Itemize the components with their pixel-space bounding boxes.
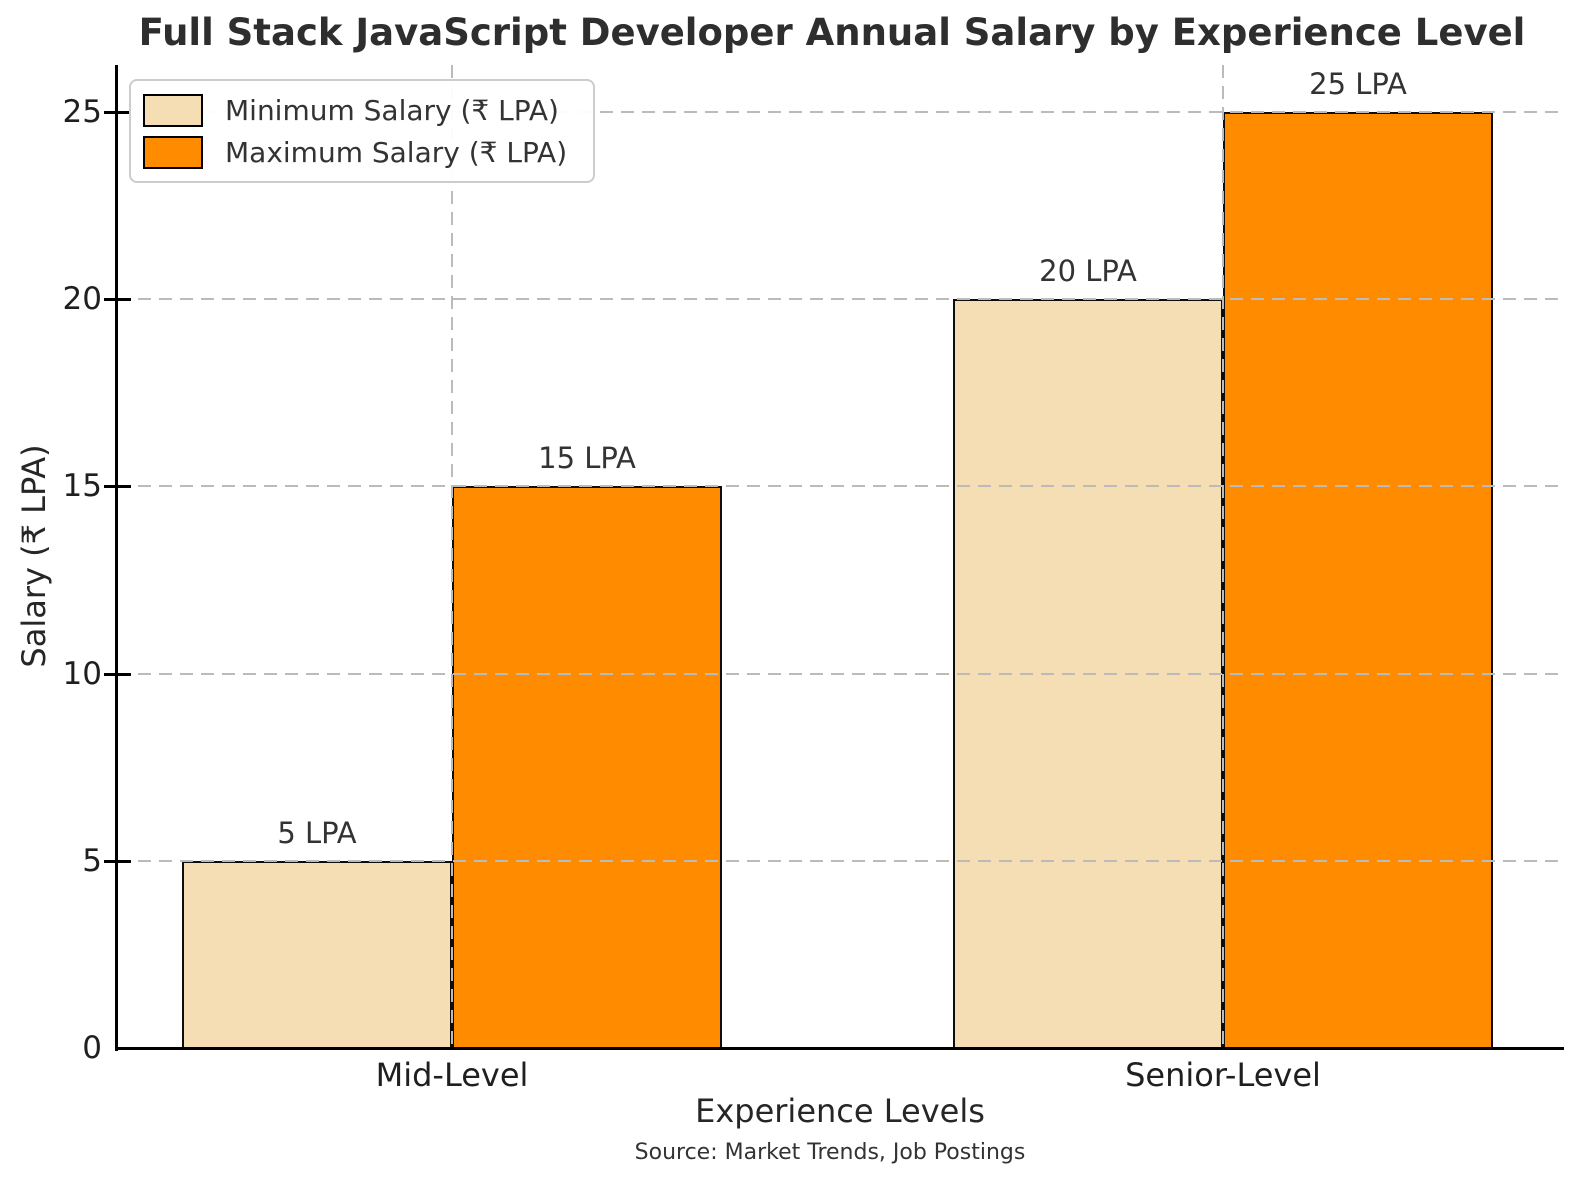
y-tick-mark [104, 485, 131, 489]
y-tick-label: 0 [82, 1030, 102, 1066]
y-axis-line [115, 65, 118, 1051]
grid-line-horizontal [117, 672, 1562, 675]
legend-item-maximum-salary: Maximum Salary (₹ LPA) [143, 131, 567, 173]
bar-value-label: 5 LPA [277, 815, 357, 850]
y-tick-mark [104, 298, 131, 302]
legend-label-minimum-salary: Minimum Salary (₹ LPA) [225, 93, 559, 127]
y-tick-mark [104, 672, 131, 676]
x-axis-line [115, 1047, 1564, 1050]
grid-line-vertical [1222, 65, 1224, 1048]
y-tick-label: 15 [62, 468, 102, 505]
grid-line-horizontal [117, 110, 1562, 113]
chart-title: Full Stack JavaScript Developer Annual S… [138, 11, 1526, 54]
y-tick-mark [104, 859, 131, 863]
bar-minimum-salary [182, 860, 452, 1049]
source-note: Source: Market Trends, Job Postings [634, 1140, 1026, 1165]
grid-line-vertical [451, 65, 453, 1048]
legend-swatch-minimum-salary [143, 93, 203, 127]
bar-maximum-salary [1223, 111, 1493, 1049]
bar-maximum-salary [452, 486, 722, 1049]
y-tick-label: 20 [62, 281, 102, 318]
bar-value-label: 20 LPA [1039, 254, 1137, 289]
x-tick-label: Senior-Level [1125, 1056, 1321, 1094]
y-tick-label: 5 [82, 842, 102, 879]
y-tick-label: 10 [62, 655, 102, 692]
grid-line-horizontal [117, 859, 1562, 862]
x-tick-label: Mid-Level [375, 1056, 529, 1094]
legend-item-minimum-salary: Minimum Salary (₹ LPA) [143, 89, 567, 131]
x-axis-label: Experience Levels [695, 1092, 985, 1130]
y-tick-mark [104, 110, 131, 114]
grid-line-horizontal [117, 485, 1562, 488]
bar-value-label: 25 LPA [1309, 66, 1407, 101]
legend-swatch-maximum-salary [143, 135, 203, 169]
bar-value-label: 15 LPA [538, 441, 636, 476]
y-tick-label: 25 [62, 93, 102, 130]
legend: Minimum Salary (₹ LPA) Maximum Salary (₹… [129, 79, 596, 183]
grid-line-horizontal [117, 298, 1562, 301]
legend-label-maximum-salary: Maximum Salary (₹ LPA) [225, 135, 568, 169]
